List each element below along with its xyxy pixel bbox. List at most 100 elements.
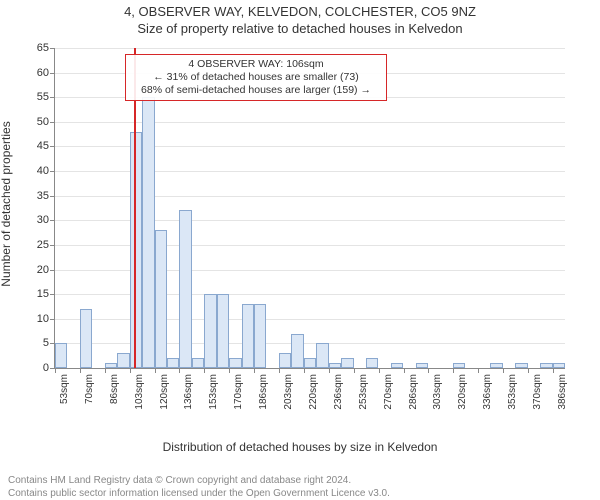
x-tick bbox=[528, 368, 529, 373]
y-tick-label: 15 bbox=[19, 288, 49, 300]
y-tick-label: 50 bbox=[19, 116, 49, 128]
y-tick bbox=[50, 294, 55, 295]
x-tick bbox=[428, 368, 429, 373]
x-tick bbox=[453, 368, 454, 373]
y-tick-label: 0 bbox=[19, 362, 49, 374]
x-axis-label: Distribution of detached houses by size … bbox=[0, 440, 600, 454]
histogram-bar bbox=[391, 363, 403, 368]
x-tick bbox=[329, 368, 330, 373]
x-tick-label: 253sqm bbox=[358, 374, 369, 410]
y-tick-label: 40 bbox=[19, 165, 49, 177]
x-tick bbox=[478, 368, 479, 373]
y-tick bbox=[50, 97, 55, 98]
footer: Contains HM Land Registry data © Crown c… bbox=[8, 474, 390, 500]
histogram-bar bbox=[155, 230, 167, 368]
callout-line: ← 31% of detached houses are smaller (73… bbox=[132, 71, 380, 84]
y-tick bbox=[50, 171, 55, 172]
y-tick-label: 25 bbox=[19, 239, 49, 251]
y-tick-label: 10 bbox=[19, 313, 49, 325]
histogram-bar bbox=[416, 363, 428, 368]
x-tick-label: 120sqm bbox=[159, 374, 170, 410]
histogram-bar bbox=[80, 309, 92, 368]
y-tick bbox=[50, 146, 55, 147]
histogram-bar bbox=[204, 294, 216, 368]
histogram-bar bbox=[217, 294, 229, 368]
histogram-bar bbox=[229, 358, 241, 368]
y-tick-label: 65 bbox=[19, 42, 49, 54]
x-tick-label: 353sqm bbox=[507, 374, 518, 410]
callout-line: 68% of semi-detached houses are larger (… bbox=[132, 84, 380, 97]
histogram-bar bbox=[453, 363, 465, 368]
histogram-bar bbox=[553, 363, 565, 368]
x-tick-label: 53sqm bbox=[59, 374, 70, 404]
histogram-bar bbox=[192, 358, 204, 368]
histogram-bar bbox=[329, 363, 341, 368]
x-tick bbox=[80, 368, 81, 373]
histogram-bar bbox=[316, 343, 328, 368]
gridline bbox=[55, 48, 565, 49]
x-tick bbox=[279, 368, 280, 373]
x-tick bbox=[304, 368, 305, 373]
y-tick bbox=[50, 245, 55, 246]
y-tick bbox=[50, 270, 55, 271]
histogram-bar bbox=[55, 343, 67, 368]
gridline bbox=[55, 122, 565, 123]
x-tick-label: 153sqm bbox=[208, 374, 219, 410]
x-tick-label: 186sqm bbox=[258, 374, 269, 410]
x-tick bbox=[130, 368, 131, 373]
histogram-bar bbox=[341, 358, 353, 368]
y-tick-label: 45 bbox=[19, 140, 49, 152]
y-tick-label: 20 bbox=[19, 264, 49, 276]
histogram-bar bbox=[254, 304, 266, 368]
histogram-bar bbox=[179, 210, 191, 368]
footer-line-1: Contains HM Land Registry data © Crown c… bbox=[8, 474, 390, 487]
x-tick-label: 70sqm bbox=[84, 374, 95, 404]
histogram-bar bbox=[540, 363, 552, 368]
callout-box: 4 OBSERVER WAY: 106sqm← 31% of detached … bbox=[125, 54, 387, 101]
x-tick bbox=[155, 368, 156, 373]
histogram-bar bbox=[279, 353, 291, 368]
histogram-bar bbox=[142, 97, 154, 368]
x-tick bbox=[179, 368, 180, 373]
x-tick-label: 386sqm bbox=[557, 374, 568, 410]
title-sub: Size of property relative to detached ho… bbox=[0, 21, 600, 36]
chart-area: 0510152025303540455055606553sqm70sqm86sq… bbox=[54, 48, 574, 408]
histogram-bar bbox=[105, 363, 117, 368]
y-tick bbox=[50, 73, 55, 74]
x-tick bbox=[379, 368, 380, 373]
callout-line: 4 OBSERVER WAY: 106sqm bbox=[132, 58, 380, 71]
plot: 0510152025303540455055606553sqm70sqm86sq… bbox=[54, 48, 565, 369]
x-tick-label: 270sqm bbox=[383, 374, 394, 410]
histogram-bar bbox=[515, 363, 527, 368]
x-tick-label: 370sqm bbox=[532, 374, 543, 410]
x-tick bbox=[354, 368, 355, 373]
x-tick bbox=[105, 368, 106, 373]
x-tick-label: 320sqm bbox=[457, 374, 468, 410]
histogram-bar bbox=[366, 358, 378, 368]
y-tick-label: 35 bbox=[19, 190, 49, 202]
x-tick-label: 286sqm bbox=[408, 374, 419, 410]
x-tick-label: 170sqm bbox=[233, 374, 244, 410]
x-tick-label: 220sqm bbox=[308, 374, 319, 410]
y-tick bbox=[50, 319, 55, 320]
x-tick bbox=[254, 368, 255, 373]
x-tick-label: 236sqm bbox=[333, 374, 344, 410]
x-tick-label: 103sqm bbox=[134, 374, 145, 410]
x-tick bbox=[55, 368, 56, 373]
x-tick bbox=[404, 368, 405, 373]
x-tick-label: 136sqm bbox=[183, 374, 194, 410]
y-tick-label: 55 bbox=[19, 91, 49, 103]
x-tick-label: 303sqm bbox=[432, 374, 443, 410]
x-tick bbox=[503, 368, 504, 373]
histogram-bar bbox=[117, 353, 129, 368]
histogram-bar bbox=[242, 304, 254, 368]
footer-line-2: Contains public sector information licen… bbox=[8, 487, 390, 500]
histogram-bar bbox=[167, 358, 179, 368]
x-tick-label: 86sqm bbox=[109, 374, 120, 404]
x-tick bbox=[229, 368, 230, 373]
histogram-bar bbox=[291, 334, 303, 368]
y-tick bbox=[50, 196, 55, 197]
title-main: 4, OBSERVER WAY, KELVEDON, COLCHESTER, C… bbox=[0, 4, 600, 19]
x-tick-label: 336sqm bbox=[482, 374, 493, 410]
y-tick-label: 60 bbox=[19, 67, 49, 79]
